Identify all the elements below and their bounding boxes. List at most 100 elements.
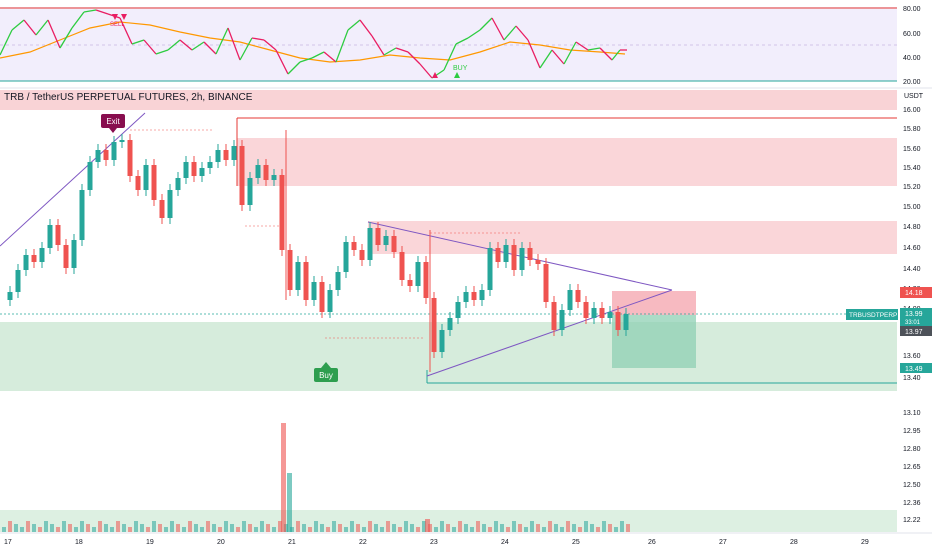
volume-bar <box>416 527 420 532</box>
candle-body <box>271 175 277 180</box>
buy-pointer <box>321 362 331 368</box>
candle-body <box>223 150 229 160</box>
time-tick: 27 <box>719 539 727 546</box>
candle-body <box>335 272 341 290</box>
candle-body <box>287 250 293 290</box>
prev-badge-text: 13.97 <box>905 329 923 336</box>
rsi-segment <box>395 47 409 53</box>
candles <box>7 130 629 372</box>
rsi-segment <box>419 63 433 79</box>
stop-badge-text: 14.18 <box>905 290 923 297</box>
ticker-badge-text: TRBUSDTPERP <box>849 312 897 319</box>
candle-body <box>31 255 37 262</box>
volume-bar <box>608 524 612 532</box>
rsi-segment <box>131 39 145 45</box>
volume-bar <box>38 527 42 532</box>
price-tick: 15.00 <box>903 204 921 211</box>
candle-body <box>415 262 421 286</box>
price-tick: 12.80 <box>903 446 921 453</box>
candle-body <box>111 142 117 160</box>
volume-bar <box>26 521 30 532</box>
candle-body <box>167 190 173 218</box>
volume-bar <box>116 521 120 532</box>
rsi-segment <box>59 27 73 49</box>
volume-bar <box>482 524 486 532</box>
volume-bar <box>254 527 258 532</box>
volume-bar <box>530 521 534 532</box>
candle-body <box>151 165 157 200</box>
candle-body <box>199 168 205 176</box>
rsi-segment <box>143 39 157 55</box>
candle-body <box>439 330 445 352</box>
rsi-segment <box>0 29 13 56</box>
candle-body <box>527 248 533 260</box>
rsi-segment <box>491 17 505 41</box>
indicator-tick: 80.00 <box>903 6 921 13</box>
exit-pointer <box>109 128 117 133</box>
volume-bar <box>92 527 96 532</box>
supply-zone-top <box>0 90 897 110</box>
volume-pane <box>0 423 897 532</box>
rsi-segment <box>227 27 241 61</box>
volume-bar <box>176 524 180 532</box>
volume-bar-spike <box>287 473 292 532</box>
candle-body <box>159 200 165 218</box>
volume-bar <box>104 524 108 532</box>
volume-bar <box>314 521 318 532</box>
indicator-pane: SELL BUY 80.00 60.00 40.00 20.00 <box>0 6 921 86</box>
volume-bar <box>122 524 126 532</box>
candle-body <box>279 175 285 250</box>
candle-body <box>191 162 197 176</box>
volume-bar <box>554 524 558 532</box>
time-tick: 23 <box>430 539 438 546</box>
candle-body <box>359 250 365 260</box>
rsi-segment <box>335 29 349 63</box>
volume-bar <box>50 524 54 532</box>
candle-body <box>407 280 413 286</box>
volume-bar <box>158 524 162 532</box>
rsi-segment <box>443 43 457 71</box>
volume-bar <box>560 527 564 532</box>
candle-body <box>495 248 501 262</box>
rsi-segment <box>371 35 385 56</box>
rsi-segment <box>467 29 481 39</box>
volume-bar <box>86 524 90 532</box>
price-tick: 12.22 <box>903 517 921 524</box>
candle-body <box>575 290 581 302</box>
price-tick: 14.60 <box>903 245 921 252</box>
stop-badge <box>900 287 932 298</box>
rsi-segment <box>539 49 553 69</box>
volume-bar <box>374 524 378 532</box>
time-tick: 24 <box>501 539 509 546</box>
rsi-segment <box>599 47 613 61</box>
candle-body <box>535 260 541 264</box>
volume-bar <box>368 521 372 532</box>
rsi-segment <box>275 49 289 75</box>
price-tick: 14.40 <box>903 266 921 273</box>
volume-bar <box>524 527 528 532</box>
volume-bar <box>320 524 324 532</box>
volume-bar <box>56 527 60 532</box>
candle-body <box>367 228 373 260</box>
time-axis[interactable]: 17 18 19 20 21 22 23 24 25 26 27 28 29 <box>4 539 869 546</box>
candle-body <box>607 312 613 318</box>
candle-body <box>63 245 69 268</box>
rsi-segment <box>311 51 325 59</box>
volume-bars <box>2 423 630 532</box>
volume-bar <box>326 527 330 532</box>
volume-bar-spike <box>281 423 286 532</box>
candle-body <box>143 165 149 190</box>
candle-body <box>423 262 429 298</box>
rsi-segment <box>551 49 565 65</box>
volume-bar <box>500 524 504 532</box>
volume-bar <box>188 521 192 532</box>
candle-body <box>399 252 405 280</box>
volume-bar <box>470 527 474 532</box>
supply-zone-low <box>368 221 897 254</box>
candle-body <box>15 270 21 292</box>
indicator-tick: 60.00 <box>903 31 921 38</box>
last-price-text: 13.99 <box>905 311 923 318</box>
volume-bar <box>548 521 552 532</box>
